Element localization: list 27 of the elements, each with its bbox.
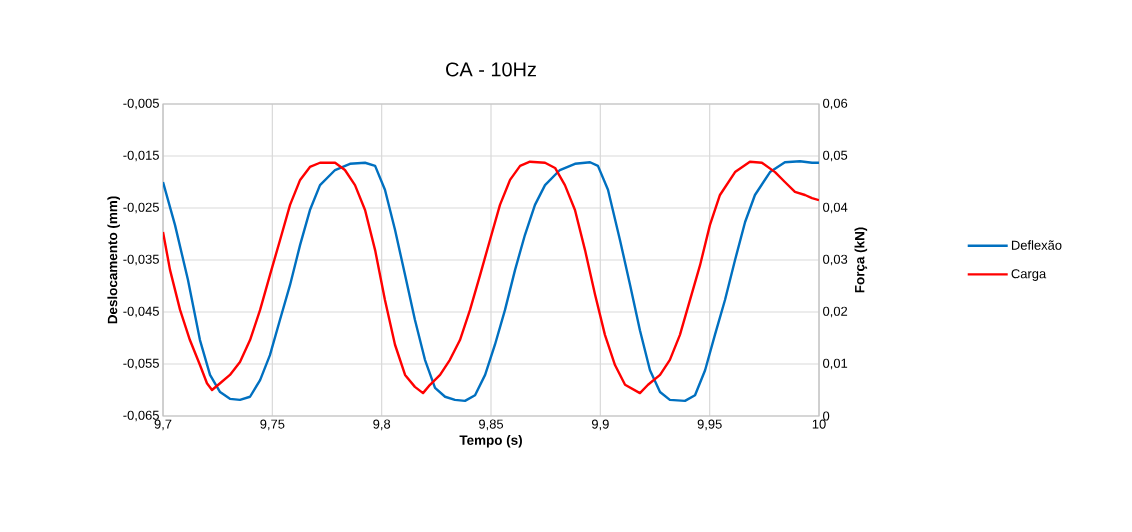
y2-axis-title: Força (kN) <box>854 227 868 293</box>
y-tick-label: -0,035 <box>123 254 159 266</box>
y-tick-label: -0,025 <box>123 202 159 214</box>
x-tick-label: 9,7 <box>154 419 172 431</box>
x-tick-label: 9,75 <box>260 419 285 431</box>
legend-label: Carga <box>1011 269 1047 281</box>
y-tick-label: -0,055 <box>123 358 159 370</box>
x-tick-label: 10 <box>812 419 826 429</box>
y-tick-label: -0,015 <box>123 150 159 162</box>
y-tick-label: -0,045 <box>123 306 159 318</box>
y-tick-label: -0,005 <box>123 98 159 110</box>
y2-tick-label: 0,02 <box>823 306 848 318</box>
x-axis-title: Tempo (s) <box>459 435 522 448</box>
y2-tick-label: 0,03 <box>823 254 848 266</box>
y-axis-title: Deslocamento (mm) <box>107 196 120 324</box>
y2-tick-label: 0 <box>823 411 830 421</box>
y2-tick-label: 0,04 <box>823 202 848 214</box>
x-tick-label: 9,95 <box>697 419 722 431</box>
x-tick-label: 9,9 <box>591 419 609 431</box>
x-tick-label: 9,8 <box>373 419 391 431</box>
x-tick-label: 9,85 <box>479 419 504 431</box>
chart-title: CA - 10Hz <box>446 62 536 77</box>
y2-tick-label: 0,01 <box>823 358 848 370</box>
legend-label: Deflexão <box>1011 240 1062 250</box>
y2-tick-label: 0,06 <box>823 98 848 110</box>
y-tick-label: -0,065 <box>123 410 159 422</box>
y2-tick-label: 0,05 <box>823 150 848 162</box>
